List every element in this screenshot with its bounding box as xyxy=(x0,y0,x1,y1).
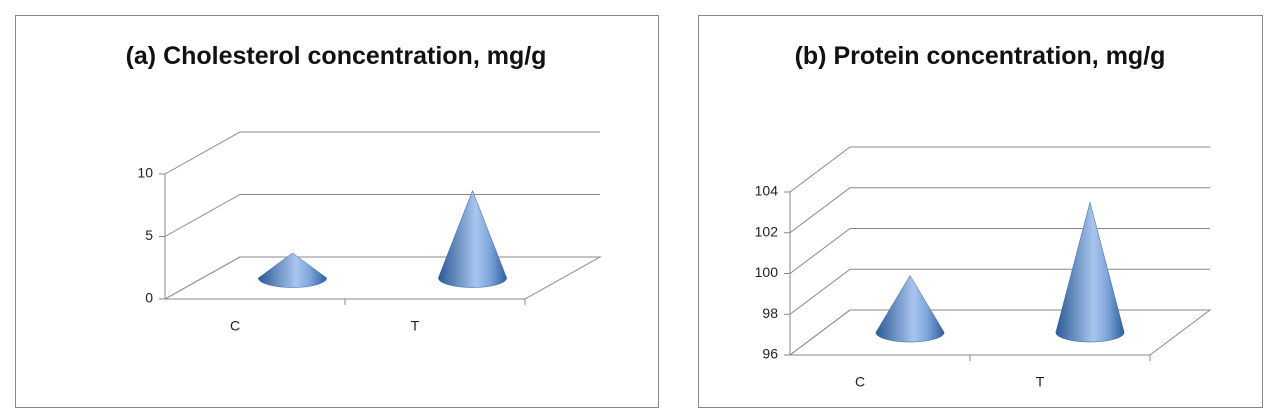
y-tick-label: 100 xyxy=(755,264,779,280)
y-tick-label: 98 xyxy=(762,305,778,321)
cone xyxy=(438,189,507,288)
y-tick-label: 5 xyxy=(145,227,153,243)
cone xyxy=(258,252,327,288)
chart-title: (b) Protein concentration, mg/g xyxy=(794,42,1166,70)
cone xyxy=(875,274,945,343)
x-tick-label: T xyxy=(411,318,420,334)
grid-line xyxy=(164,194,600,237)
y-tick-label: 102 xyxy=(755,223,779,239)
chart-title: (a) Cholesterol concentration, mg/g xyxy=(125,42,547,70)
y-tick-label: 10 xyxy=(137,165,153,181)
panel-b xyxy=(698,15,1263,408)
y-tick-label: 96 xyxy=(762,346,778,362)
y-tick-label: 104 xyxy=(755,183,779,199)
grid-line xyxy=(164,131,600,175)
grid-line xyxy=(789,187,1210,234)
cone xyxy=(1055,201,1125,343)
grid-line xyxy=(789,146,1210,193)
y-tick-label: 0 xyxy=(145,290,153,306)
x-tick-label: T xyxy=(1036,374,1045,390)
x-tick-label: C xyxy=(230,318,240,334)
panel-a xyxy=(15,15,659,408)
x-tick-label: C xyxy=(855,374,865,390)
